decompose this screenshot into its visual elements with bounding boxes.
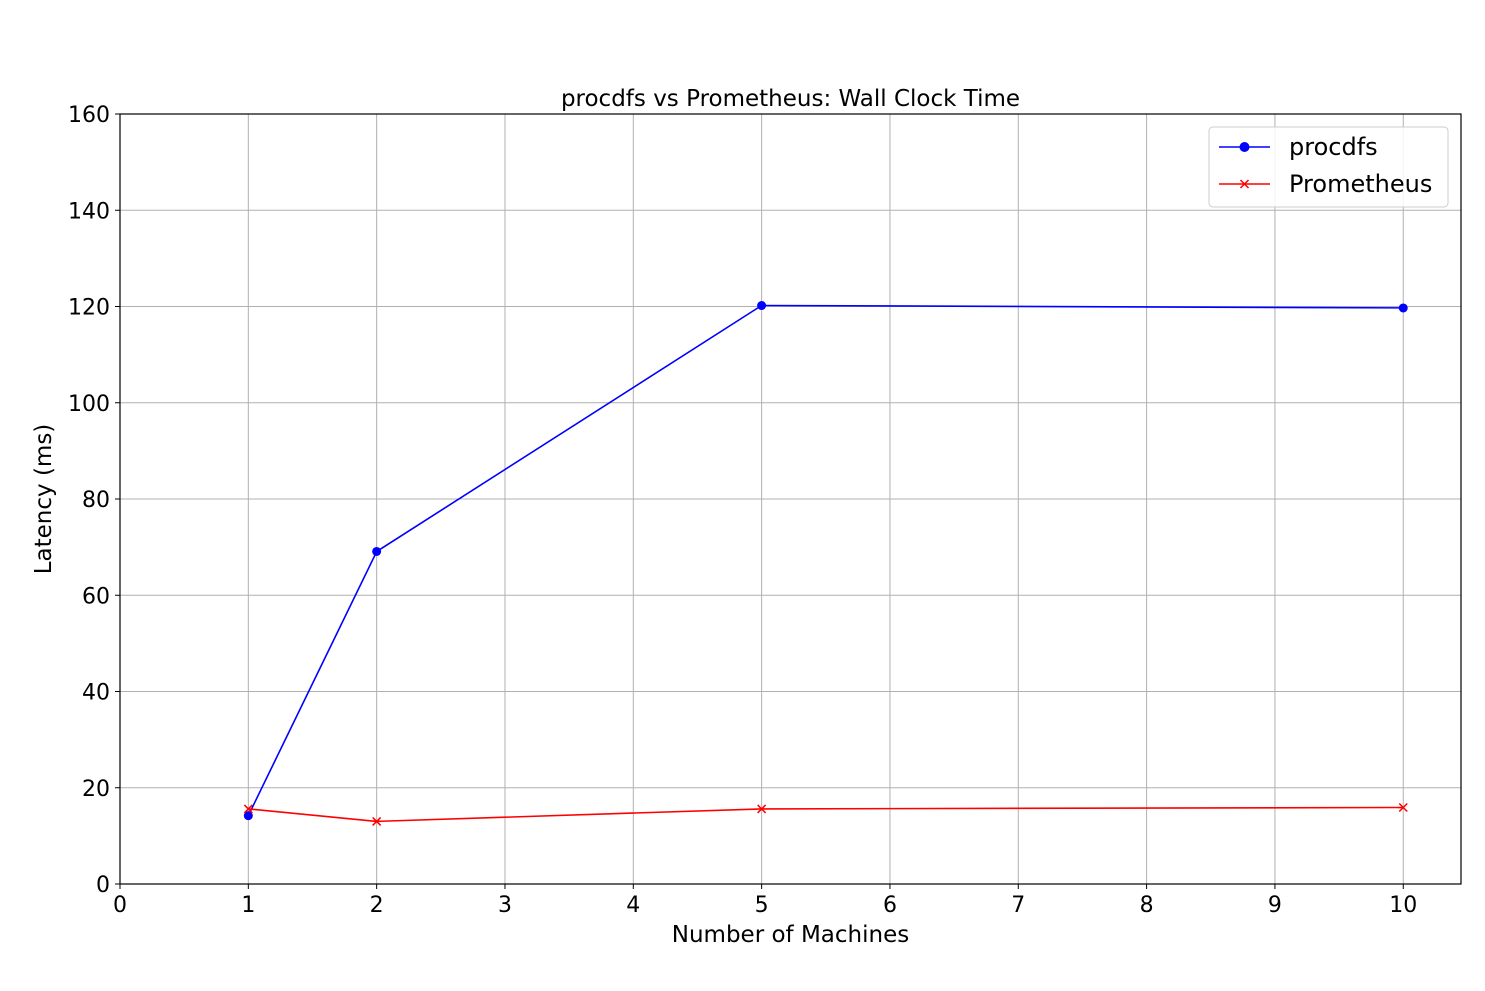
y-tick-label: 40	[82, 681, 110, 706]
prometheus-data-point	[243, 804, 253, 814]
procdfs-data-point	[757, 301, 767, 311]
legend: procdfs Prometheus	[1208, 126, 1449, 208]
chart-title: procdfs vs Prometheus: Wall Clock Time	[561, 86, 1020, 112]
y-tick-label: 20	[82, 777, 110, 802]
x-tick-label: 0	[113, 893, 127, 918]
prometheus-series-line	[248, 806, 1404, 823]
y-tick-label: 160	[68, 103, 110, 128]
x-tick-label: 3	[498, 893, 512, 918]
x-tick-label: 6	[883, 893, 897, 918]
legend-prometheus-label: Prometheus	[1289, 170, 1432, 198]
legend-prometheus-marker	[1239, 179, 1250, 189]
x-axis-label: Number of Machines	[672, 922, 909, 948]
y-tick-label: 0	[96, 873, 110, 898]
x-tick-label: 5	[755, 893, 769, 918]
prometheus-data-point	[757, 804, 767, 814]
x-tick-label: 4	[626, 893, 640, 918]
y-tick-label: 60	[82, 584, 110, 609]
y-axis-label: Latency (ms)	[31, 424, 57, 575]
procdfs-series-line	[247, 304, 1404, 817]
prometheus-data-point	[372, 816, 382, 826]
legend-procdfs-label: procdfs	[1289, 133, 1378, 161]
y-tick-label: 80	[82, 488, 110, 513]
legend-procdfs-marker	[1239, 142, 1250, 152]
y-tick-label: 100	[68, 392, 110, 417]
x-tick-label: 8	[1140, 893, 1154, 918]
x-tick-label: 10	[1389, 893, 1417, 918]
x-tick-label: 2	[370, 893, 384, 918]
procdfs-data-point	[1398, 303, 1408, 313]
x-tick-label: 9	[1268, 893, 1282, 918]
y-tick-label: 120	[68, 296, 110, 321]
procdfs-data-point	[372, 546, 382, 556]
procdfs-data-point	[243, 811, 253, 821]
x-tick-label: 7	[1011, 893, 1025, 918]
prometheus-data-point	[1398, 802, 1408, 813]
y-tick-label: 140	[68, 199, 110, 224]
x-tick-label: 1	[241, 893, 255, 918]
data-series	[243, 301, 1408, 826]
